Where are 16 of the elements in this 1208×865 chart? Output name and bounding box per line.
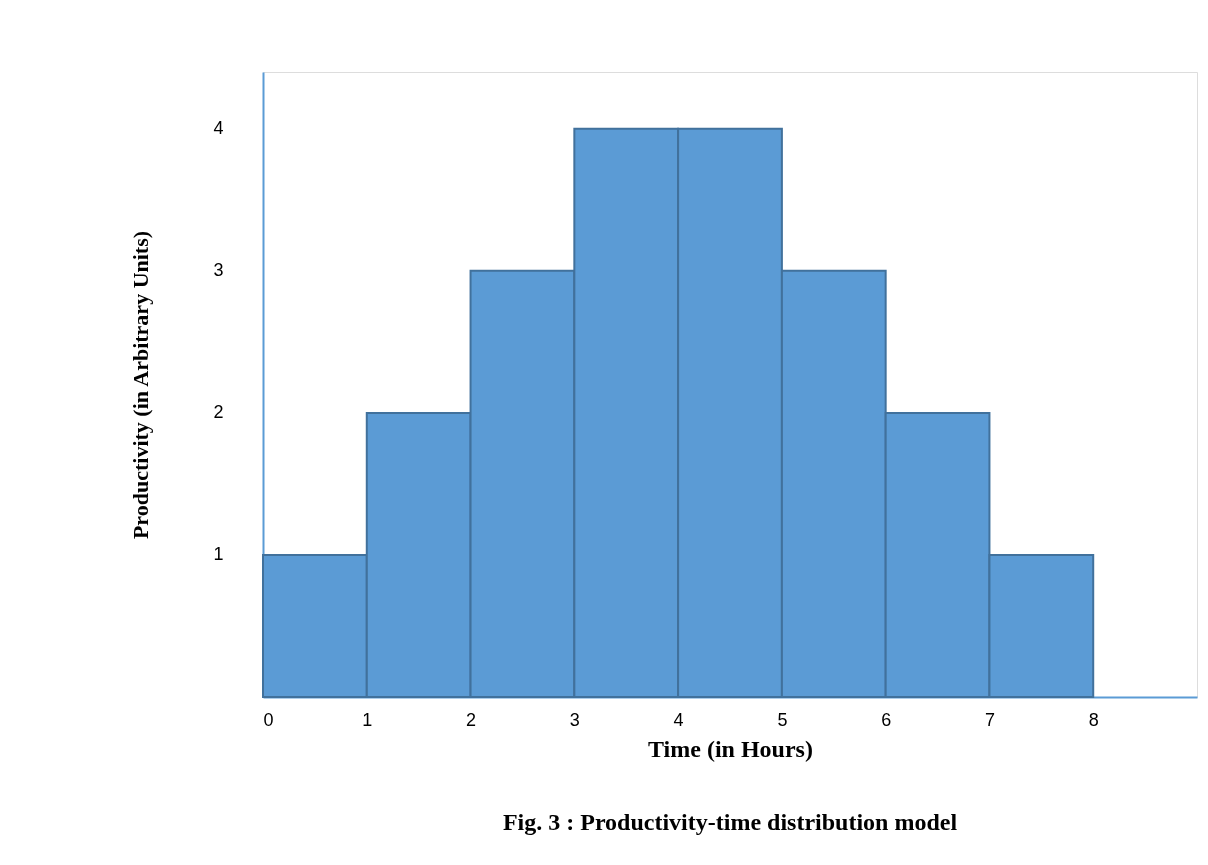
y-axis-title: Productivity (in Arbitrary Units): [128, 230, 154, 540]
x-tick-label: 3: [569, 709, 580, 730]
y-tick-label: 3: [213, 260, 224, 281]
y-tick-label: 4: [213, 118, 224, 139]
x-tick-label: 5: [777, 709, 788, 730]
x-tick-label: 2: [466, 709, 477, 730]
x-tick-label: 1: [362, 709, 373, 730]
y-tick-label: 2: [213, 402, 224, 423]
y-tick-label: 1: [213, 544, 224, 565]
x-tick-label: 4: [673, 709, 684, 730]
text: Fig. 3 : Productivity-time distribution model: [502, 809, 958, 835]
x-tick-label: 6: [881, 709, 892, 730]
x-tick-label: 8: [1088, 709, 1099, 730]
x-axis-title: Time (in Hours): [648, 735, 813, 762]
x-tick-label: 0: [263, 709, 274, 730]
x-tick-label: 7: [984, 709, 995, 730]
